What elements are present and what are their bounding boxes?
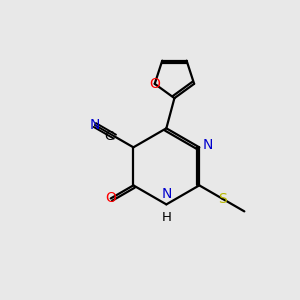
Text: N: N: [90, 118, 100, 132]
Text: C: C: [104, 130, 113, 143]
Text: O: O: [149, 77, 160, 91]
Text: S: S: [218, 192, 227, 206]
Text: N: N: [161, 188, 172, 201]
Text: N: N: [203, 138, 213, 152]
Text: O: O: [105, 191, 116, 206]
Text: H: H: [161, 211, 171, 224]
